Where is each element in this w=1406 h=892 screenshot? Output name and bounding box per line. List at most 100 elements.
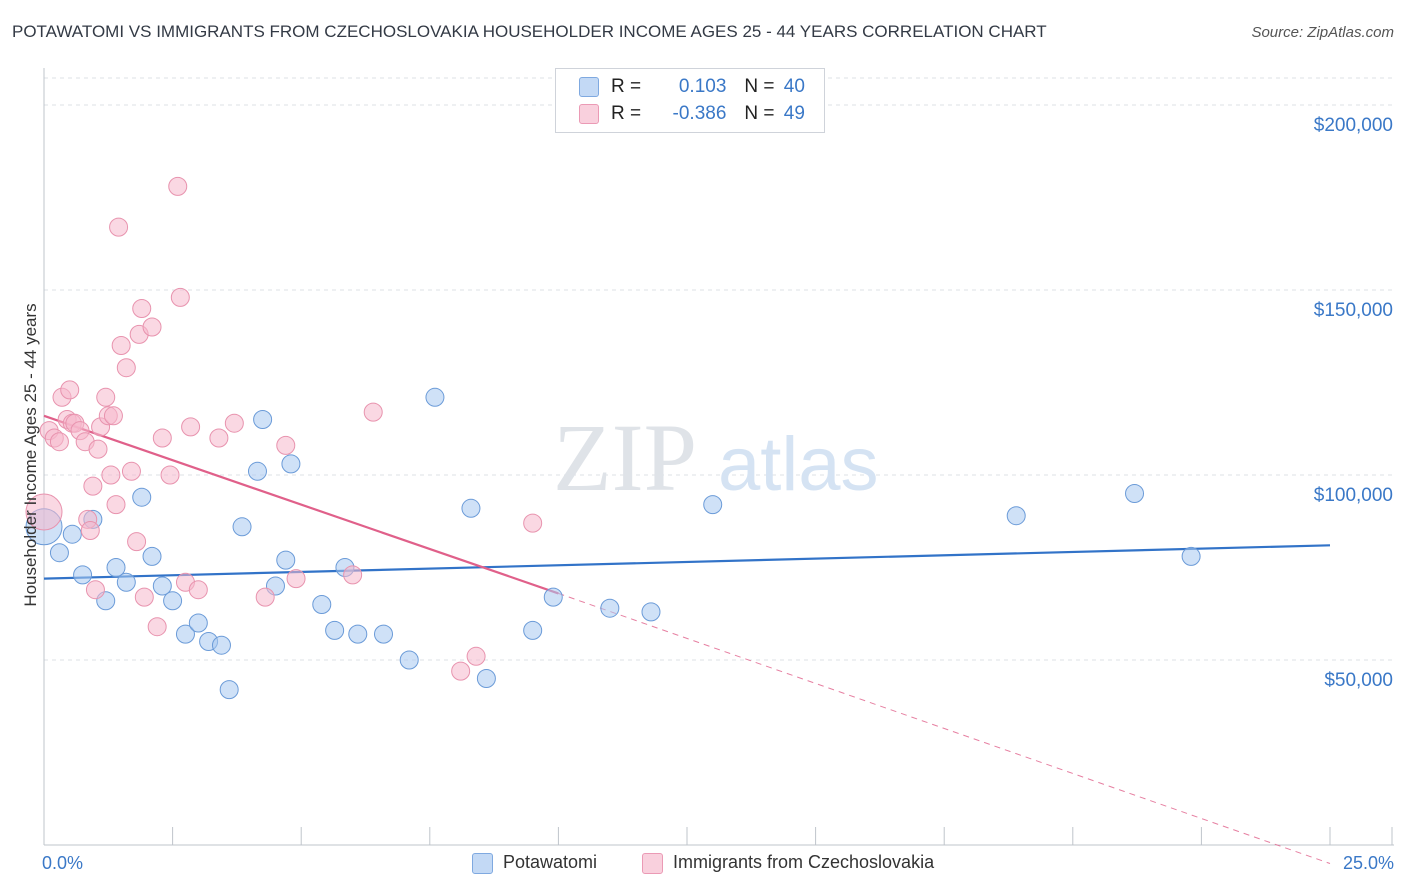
data-point-potawatomi — [219, 680, 239, 700]
data-point-potawatomi — [142, 546, 162, 566]
data-point-czechoslovakia — [142, 317, 162, 337]
data-point-czechoslovakia — [168, 176, 188, 196]
data-point-czechoslovakia — [188, 580, 208, 600]
data-point-potawatomi — [281, 454, 301, 474]
correlation-legend: R = 0.103 N = 40 R = -0.386 N = 49 — [555, 68, 825, 133]
data-point-czechoslovakia — [116, 358, 136, 378]
legend-item-potawatomi: Potawatomi — [472, 852, 597, 874]
data-point-czechoslovakia — [25, 493, 63, 531]
data-point-czechoslovakia — [170, 287, 190, 307]
x-tick-label: 0.0% — [42, 853, 83, 873]
data-point-czechoslovakia — [60, 380, 80, 400]
data-point-czechoslovakia — [466, 646, 486, 666]
data-point-czechoslovakia — [134, 587, 154, 607]
trend-line-extension-1 — [558, 592, 1331, 864]
x-tick-label: 25.0% — [1343, 853, 1394, 873]
n-value: 40 — [783, 76, 805, 97]
data-point-czechoslovakia — [132, 299, 152, 318]
legend-swatch-pink — [579, 103, 599, 124]
data-point-potawatomi — [543, 587, 563, 607]
legend-swatch-pink — [642, 852, 663, 874]
data-point-potawatomi — [175, 624, 195, 644]
r-label: R = — [611, 76, 642, 97]
r-label: R = — [611, 103, 642, 124]
trend-lines — [43, 414, 1331, 864]
data-point-potawatomi — [253, 410, 273, 429]
watermark: ZIP atlas — [553, 404, 879, 511]
data-point-potawatomi — [523, 620, 543, 640]
data-point-potawatomi — [106, 558, 126, 577]
data-point-czechoslovakia — [96, 387, 116, 407]
data-point-czechoslovakia — [49, 432, 69, 452]
data-point-potawatomi — [163, 591, 183, 611]
chart-source: Source: ZipAtlas.com — [1251, 24, 1394, 41]
y-axis-label: Householder Income Ages 25 - 44 years — [21, 303, 40, 606]
n-label: N = — [744, 103, 775, 124]
trend-line-1 — [43, 414, 559, 595]
trend-line-0 — [43, 544, 1331, 580]
data-point-potawatomi — [116, 572, 136, 592]
data-point-potawatomi — [1125, 484, 1145, 503]
watermark-zip: ZIP — [553, 404, 697, 511]
data-point-potawatomi — [49, 543, 69, 563]
data-point-czechoslovakia — [147, 617, 167, 637]
n-label: N = — [744, 76, 775, 97]
data-point-czechoslovakia — [255, 587, 275, 607]
data-point-potawatomi — [247, 461, 267, 481]
data-point-potawatomi — [62, 524, 82, 544]
data-point-czechoslovakia — [152, 428, 172, 448]
data-point-czechoslovakia — [103, 406, 123, 426]
data-point-potawatomi — [641, 602, 661, 622]
chart-title: POTAWATOMI VS IMMIGRANTS FROM CZECHOSLOV… — [12, 22, 1047, 41]
y-tick-label: $150,000 — [1314, 300, 1393, 321]
data-point-czechoslovakia — [111, 336, 131, 355]
y-tick-labels: $50,000 $100,000 $150,000 $200,000 — [1314, 115, 1393, 691]
data-point-czechoslovakia — [80, 521, 100, 540]
data-point-czechoslovakia — [209, 428, 229, 448]
y-tick-label: $50,000 — [1324, 670, 1393, 691]
data-point-czechoslovakia — [83, 476, 103, 496]
data-point-czechoslovakia — [343, 565, 363, 585]
data-point-potawatomi — [188, 613, 208, 633]
watermark-atlas: atlas — [718, 422, 879, 507]
legend-row-czechoslovakia: R = -0.386 N = 49 — [579, 103, 805, 127]
legend-swatch-blue — [472, 852, 493, 874]
data-point-potawatomi — [276, 550, 296, 570]
r-value: -0.386 — [672, 103, 727, 124]
data-point-potawatomi — [312, 595, 332, 614]
data-point-potawatomi — [132, 487, 152, 507]
data-point-potawatomi — [374, 624, 394, 644]
data-point-czechoslovakia — [363, 402, 383, 422]
data-point-potawatomi — [461, 498, 481, 518]
data-point-czechoslovakia — [121, 461, 141, 481]
data-point-potawatomi — [211, 635, 231, 655]
data-point-czechoslovakia — [101, 465, 121, 485]
legend-swatch-blue — [579, 76, 599, 97]
n-value: 49 — [783, 103, 805, 124]
data-point-czechoslovakia — [276, 435, 296, 455]
data-point-czechoslovakia — [181, 417, 201, 437]
data-point-potawatomi — [152, 576, 172, 596]
data-point-potawatomi — [703, 495, 723, 515]
axes — [43, 68, 1394, 846]
legend-label: Potawatomi — [503, 852, 598, 872]
data-point-potawatomi — [476, 669, 496, 688]
data-point-potawatomi — [399, 650, 419, 670]
data-point-potawatomi — [348, 624, 368, 644]
data-point-czechoslovakia — [160, 465, 180, 485]
data-point-czechoslovakia — [109, 217, 129, 237]
data-point-potawatomi — [232, 517, 252, 537]
data-point-czechoslovakia — [523, 513, 543, 533]
y-tick-label: $100,000 — [1314, 485, 1393, 506]
data-point-potawatomi — [425, 387, 445, 407]
data-point-potawatomi — [325, 620, 345, 640]
data-point-potawatomi — [73, 565, 93, 585]
legend-row-potawatomi: R = 0.103 N = 40 — [579, 76, 805, 100]
data-point-czechoslovakia — [286, 569, 306, 589]
legend-label: Immigrants from Czechoslovakia — [673, 852, 935, 872]
data-point-czechoslovakia — [106, 495, 126, 515]
data-point-potawatomi — [1006, 506, 1026, 526]
x-tick-labels: 0.0% 25.0% — [42, 853, 1394, 873]
legend-item-czechoslovakia: Immigrants from Czechoslovakia — [642, 852, 934, 874]
data-point-czechoslovakia — [451, 661, 471, 681]
